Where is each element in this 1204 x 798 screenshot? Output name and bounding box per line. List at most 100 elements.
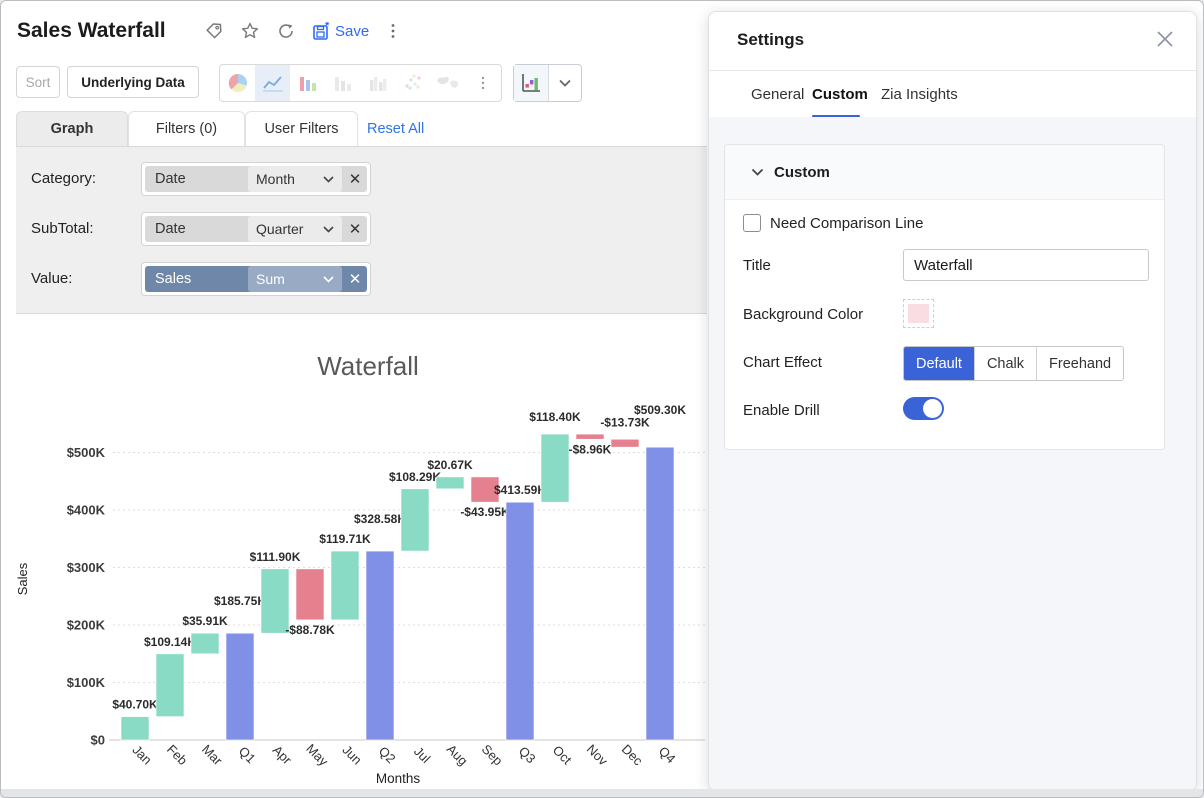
underlying-data-button[interactable]: Underlying Data [67,66,199,98]
chart-effect-default-button[interactable]: Default [904,347,975,380]
y-tick-label: $500K [67,445,106,460]
y-tick-label: $200K [67,618,106,633]
x-tick-label-Q4: Q4 [656,743,679,766]
refresh-icon[interactable] [276,21,296,41]
need-comparison-line-checkbox[interactable] [743,214,761,232]
data-label-Q3: $413.59K [494,483,546,497]
waterfall-bar-Jul[interactable] [400,488,430,552]
y-tick-label: $100K [67,675,106,690]
more-chart-types-icon[interactable] [466,65,501,101]
waterfall-bar-Sep[interactable] [470,476,500,503]
waterfall-bar-Aug[interactable] [435,476,465,490]
favorite-star-icon[interactable] [240,21,260,41]
subtotal-remove-icon[interactable]: ✕ [348,221,362,238]
waterfall-chart-type-icon[interactable] [514,65,549,101]
more-options-icon[interactable] [385,22,401,40]
subtotal-row: SubTotal: Date Quarter ✕ [16,212,707,246]
waterfall-bar-Oct[interactable] [540,433,570,503]
data-label-Aug: $20.67K [427,458,473,472]
waterfall-bar-May[interactable] [295,568,325,621]
grouped-bar-chart-icon[interactable] [361,65,396,101]
reset-all-link[interactable]: Reset All [367,120,425,137]
chart-effect-chalk-button[interactable]: Chalk [974,347,1038,380]
waterfall-bar-Dec[interactable] [610,438,640,448]
title-row: Title [743,249,1149,281]
waterfall-bar-Q1[interactable] [225,632,255,741]
x-tick-label-Dec: Dec [619,741,646,768]
scatter-chart-icon[interactable] [396,65,431,101]
chart-title-input[interactable] [903,249,1149,281]
tab-general[interactable]: General [751,86,805,103]
category-remove-icon[interactable]: ✕ [348,171,362,188]
y-tick-label: $400K [67,503,106,518]
value-modifier-dropdown[interactable]: Sum [248,266,342,292]
x-tick-label-Feb: Feb [164,742,190,768]
value-modifier-value: Sum [256,271,285,287]
stacked-bar-chart-icon[interactable] [325,65,360,101]
x-tick-label-Mar: Mar [199,742,226,769]
enable-drill-toggle[interactable] [903,397,944,420]
y-axis-title: Sales [15,562,30,595]
close-icon[interactable] [1156,30,1174,53]
settings-body: Custom Need Comparison Line Title Backgr… [709,117,1196,790]
data-label-Jul: $108.29K [389,470,441,484]
x-tick-label-Sep: Sep [479,741,506,768]
map-chart-icon[interactable] [431,65,466,101]
tag-icon[interactable] [204,21,224,41]
category-field-pill[interactable]: Date Month ✕ [141,162,371,196]
custom-section-header[interactable]: Custom [725,145,1164,200]
x-tick-label-Nov: Nov [584,741,611,768]
value-remove-icon[interactable]: ✕ [348,271,362,288]
tab-graph[interactable]: Graph [16,111,128,146]
waterfall-bar-Feb[interactable] [155,653,185,717]
x-axis-title: Months [376,771,421,786]
line-chart-icon[interactable] [255,65,291,101]
value-field-name: Sales [155,271,192,287]
waterfall-bar-Jun[interactable] [330,550,360,621]
bar-chart-icon[interactable] [290,65,325,101]
value-field-pill[interactable]: Sales Sum ✕ [141,262,371,296]
data-label-Q2: $328.58K [354,512,406,526]
subtotal-field-name: Date [155,221,186,237]
x-tick-label-Q1: Q1 [236,743,259,766]
data-label-Q1: $185.75K [214,594,266,608]
background-color-label: Background Color [743,305,864,323]
report-title: Sales Waterfall [17,19,166,42]
svg-text:*: * [325,22,330,32]
subtotal-modifier-dropdown[interactable]: Quarter [248,216,342,242]
background-color-swatch[interactable] [903,299,934,328]
waterfall-bar-Nov[interactable] [575,433,605,440]
waterfall-bar-Q2[interactable] [365,550,395,741]
comparison-line-row: Need Comparison Line [743,207,1146,239]
waterfall-bar-Mar[interactable] [190,632,220,655]
category-modifier-dropdown[interactable]: Month [248,166,342,192]
sort-button[interactable]: Sort [16,66,60,98]
x-tick-label-Jul: Jul [411,744,433,766]
waterfall-chart: Waterfall $0 $100K $200K $300K $400K $500K $40.… [15,351,705,786]
y-tick-label: $300K [67,560,106,575]
chart-effect-freehand-button[interactable]: Freehand [1037,347,1124,380]
waterfall-bar-Jan[interactable] [120,716,150,741]
data-label-Jun: $119.71K [319,532,371,546]
waterfall-bar-Apr[interactable] [260,568,290,634]
tab-custom[interactable]: Custom [812,86,868,103]
waterfall-bar-Q4[interactable] [645,446,675,741]
active-tab-underline [812,115,860,118]
save-button[interactable]: * Save [312,22,369,41]
pie-chart-icon[interactable] [220,65,255,101]
tab-zia-insights[interactable]: Zia Insights [881,86,958,103]
y-tick-label: $0 [91,733,105,748]
tab-filters[interactable]: Filters (0) [128,111,245,146]
chart-type-switcher [219,64,502,102]
chart-type-dropdown-chevron[interactable] [549,65,581,101]
x-tick-label-Q3: Q3 [516,743,539,766]
category-modifier-value: Month [256,171,295,187]
chart-toolbar: Sort Underlying Data [1,63,708,103]
subtotal-field-pill[interactable]: Date Quarter ✕ [141,212,371,246]
settings-header: Settings [709,12,1196,71]
waterfall-bar-Q3[interactable] [505,501,535,741]
chart-effect-label: Chart Effect [743,353,822,371]
category-row: Category: Date Month ✕ [16,162,707,196]
tab-user-filters[interactable]: User Filters [245,111,358,146]
